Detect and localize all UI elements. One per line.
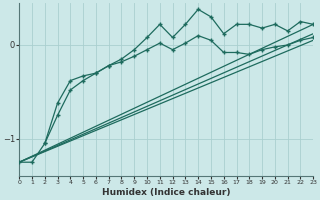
X-axis label: Humidex (Indice chaleur): Humidex (Indice chaleur) xyxy=(102,188,230,197)
